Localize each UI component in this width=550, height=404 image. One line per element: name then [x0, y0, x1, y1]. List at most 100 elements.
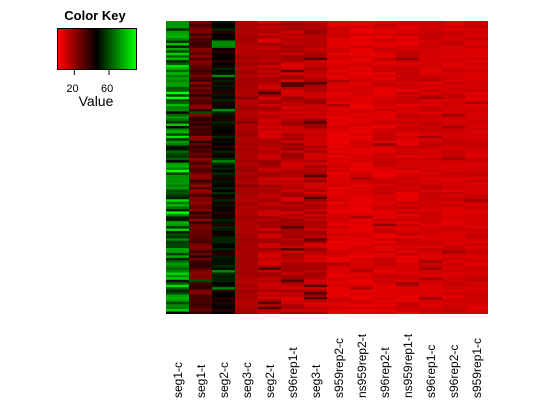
heatmap-cell	[327, 309, 351, 313]
heatmap-cell	[327, 123, 351, 127]
heatmap-cell	[235, 218, 259, 222]
heatmap-cell	[304, 189, 328, 193]
heatmap-cell	[373, 47, 397, 51]
heatmap-cell	[189, 279, 213, 283]
heatmap-cell	[166, 72, 190, 76]
heatmap-cell	[235, 50, 259, 54]
heatmap-cell	[327, 235, 351, 239]
heatmap-cell	[373, 45, 397, 49]
heatmap-cell	[373, 33, 397, 37]
heatmap-cell	[442, 284, 466, 288]
heatmap-cell	[327, 301, 351, 305]
heatmap-cell	[304, 45, 328, 49]
heatmap-cell	[396, 204, 420, 208]
heatmap-cell	[396, 265, 420, 269]
heatmap-cell	[235, 294, 259, 298]
heatmap-cell	[350, 42, 374, 47]
heatmap-cell	[166, 145, 190, 149]
heatmap-cell	[235, 33, 259, 37]
heatmap-cell	[350, 162, 374, 166]
heatmap-cell	[350, 279, 374, 283]
heatmap-cell	[212, 38, 236, 42]
heatmap-cell	[281, 296, 305, 300]
heatmap-cell	[419, 121, 443, 125]
heatmap-cell	[304, 196, 328, 200]
heatmap-cell	[396, 252, 420, 256]
heatmap-cell	[304, 172, 328, 176]
heatmap-cell	[373, 118, 397, 122]
heatmap-cell	[350, 45, 374, 49]
heatmap-cell	[465, 165, 488, 169]
heatmap-cell	[373, 25, 397, 29]
heatmap-cell	[281, 101, 305, 105]
heatmap-cell	[189, 111, 213, 115]
heatmap-cell	[281, 72, 305, 76]
heatmap-cell	[396, 96, 420, 100]
heatmap-cell	[212, 140, 236, 144]
heatmap-cell	[235, 184, 259, 188]
heatmap-cell	[304, 167, 328, 171]
heatmap-cell	[235, 104, 259, 108]
heatmap-cell	[166, 86, 190, 90]
heatmap-cell	[166, 252, 190, 256]
heatmap-cell	[350, 174, 374, 178]
heatmap-cell	[189, 169, 213, 173]
heatmap-cell	[396, 230, 420, 235]
heatmap-cell	[281, 201, 305, 205]
heatmap-cell	[281, 182, 305, 186]
heatmap-cell	[212, 165, 236, 169]
heatmap-cell	[373, 82, 397, 86]
heatmap-cell	[212, 84, 236, 88]
heatmap-cell	[419, 96, 443, 100]
heatmap-cell	[281, 216, 305, 220]
heatmap-cell	[465, 135, 488, 139]
heatmap-cell	[258, 248, 282, 252]
heatmap-cell	[304, 86, 328, 90]
heatmap-cell	[235, 91, 259, 95]
heatmap-cell	[304, 240, 328, 244]
column-label: s959rep2-c	[331, 337, 346, 398]
heatmap-cell	[327, 86, 351, 90]
heatmap-cell	[350, 226, 374, 230]
heatmap-cell	[166, 226, 190, 230]
heatmap-cell	[327, 42, 351, 47]
heatmap-cell	[350, 91, 374, 95]
heatmap-cell	[258, 128, 282, 132]
heatmap-cell	[304, 272, 328, 276]
heatmap-cell	[327, 282, 351, 286]
heatmap-cell	[465, 47, 488, 51]
heatmap-cell	[465, 230, 488, 235]
heatmap-cell	[304, 162, 328, 166]
heatmap-cell	[327, 162, 351, 166]
heatmap-cell	[189, 74, 213, 78]
heatmap-cell	[419, 243, 443, 247]
heatmap-cell	[465, 128, 488, 132]
heatmap-cell	[212, 147, 236, 152]
heatmap-cell	[442, 145, 466, 149]
heatmap-cell	[373, 274, 397, 278]
heatmap-cell	[327, 79, 351, 83]
heatmap-cell	[235, 94, 259, 98]
heatmap-cell	[396, 169, 420, 173]
heatmap-cell	[350, 138, 374, 142]
heatmap-cell	[465, 228, 488, 232]
heatmap-cell	[396, 228, 420, 232]
heatmap-cell	[166, 206, 190, 210]
heatmap-cell	[442, 72, 466, 76]
heatmap-cell	[465, 233, 488, 237]
heatmap-cell	[281, 74, 305, 78]
heatmap-cell	[281, 267, 305, 271]
heatmap-cell	[419, 248, 443, 252]
heatmap-cell	[396, 223, 420, 227]
heatmap-cell	[304, 216, 328, 220]
heatmap-cell	[373, 248, 397, 252]
heatmap-cell	[166, 294, 190, 298]
heatmap-cell	[281, 169, 305, 173]
heatmap-cell	[258, 40, 282, 44]
heatmap-cell	[212, 250, 236, 254]
heatmap-cell	[442, 233, 466, 237]
heatmap-cell	[212, 74, 236, 78]
heatmap-cell	[258, 99, 282, 103]
heatmap-cell	[166, 28, 190, 32]
heatmap-cell	[281, 287, 305, 291]
